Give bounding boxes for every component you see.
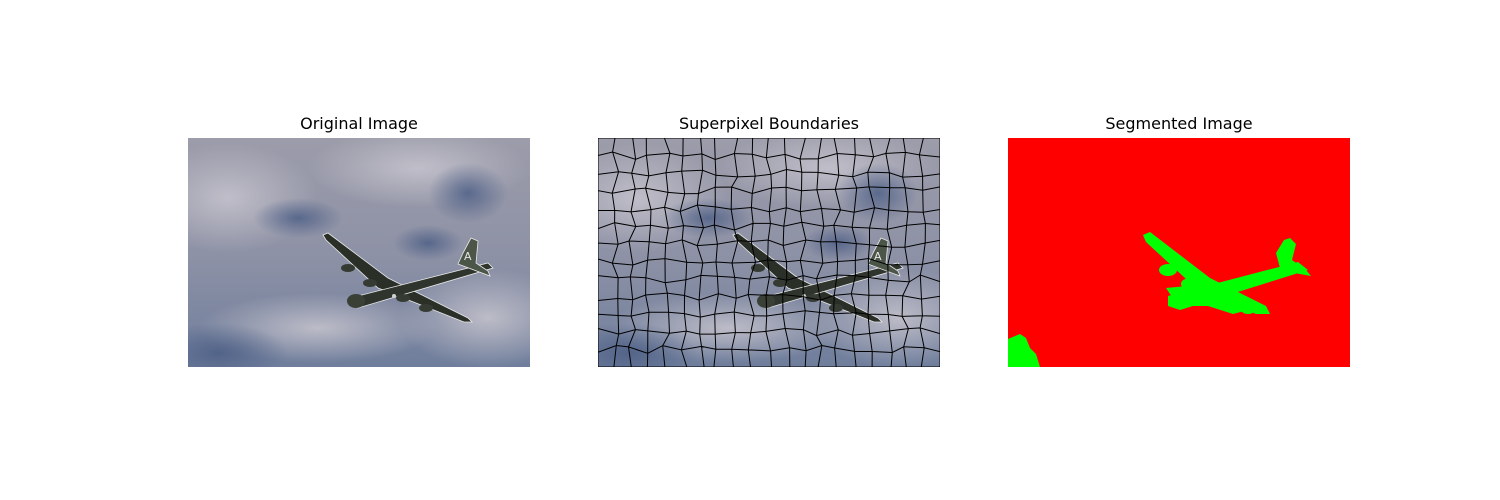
mask-background [1008, 138, 1350, 367]
panel-segmented: Segmented Image [1008, 112, 1350, 367]
mask-sky-patch [1008, 334, 1040, 367]
panel-title-segmented: Segmented Image [1105, 114, 1253, 133]
panel-superpixels: Superpixel Boundaries [598, 112, 940, 367]
superpixel-image [598, 138, 940, 367]
panel-title-original: Original Image [300, 114, 418, 133]
segmented-image [1008, 138, 1350, 367]
mask-aircraft [1143, 232, 1311, 314]
superpixel-boundaries [598, 138, 940, 367]
panel-original: Original Image [188, 112, 530, 367]
superpixel-boundary-lines [598, 138, 940, 367]
original-image: A [188, 138, 530, 367]
panel-title-superpixels: Superpixel Boundaries [678, 114, 860, 133]
